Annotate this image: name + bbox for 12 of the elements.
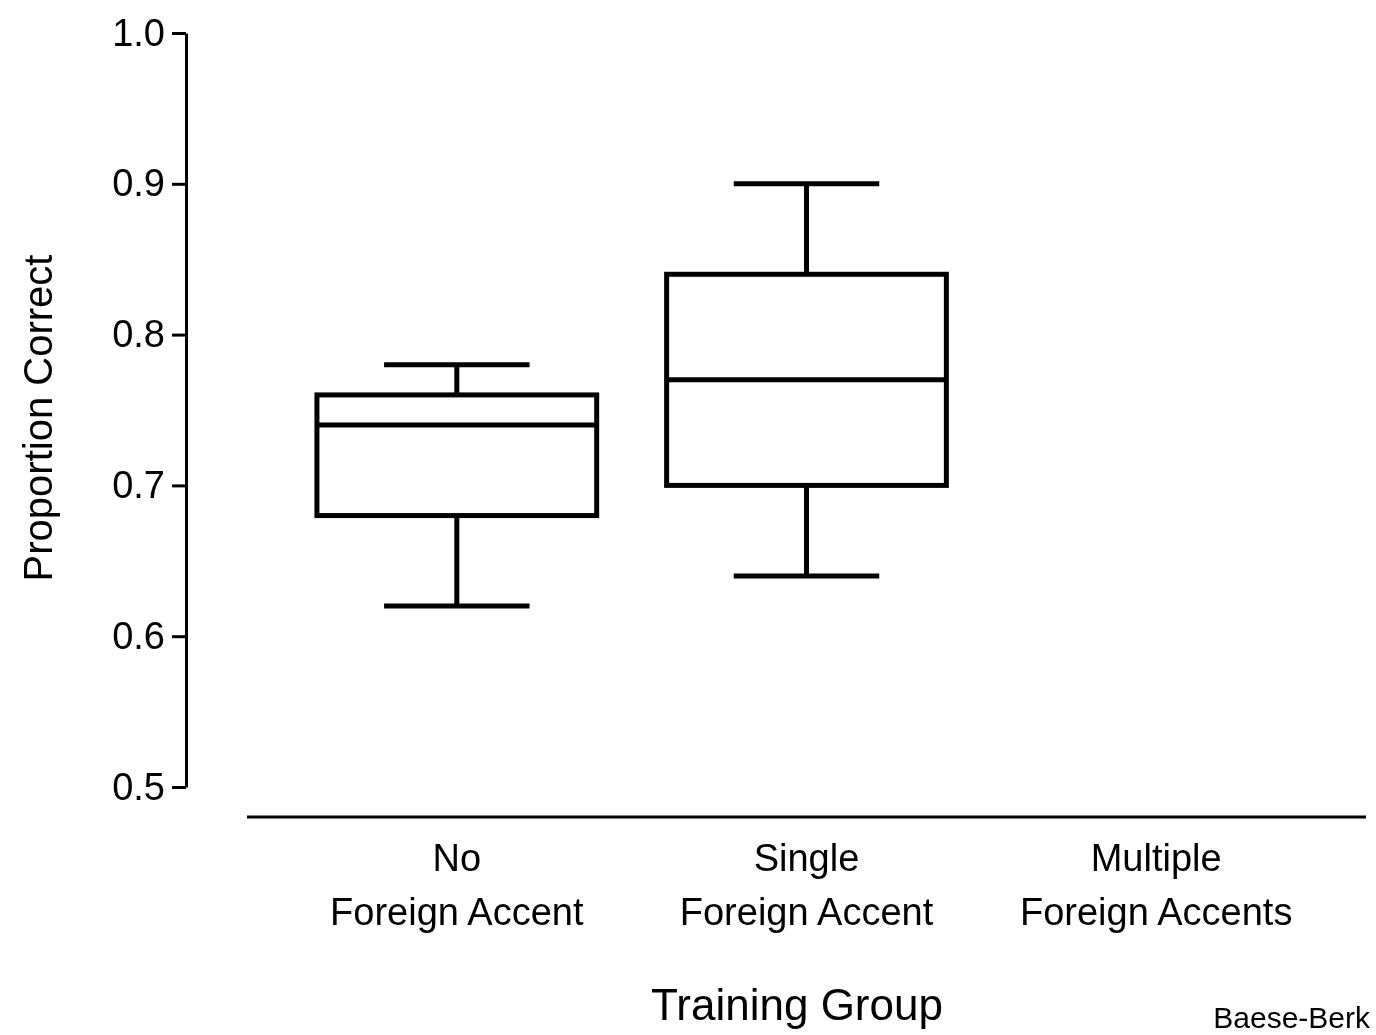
x-tick-label: Multiple Foreign Accents	[1019, 837, 1293, 933]
x-axis-title: Training Group	[651, 980, 943, 1029]
y-axis-title: Proportion Correct	[16, 254, 60, 582]
y-tick-label: 0.7	[112, 464, 165, 507]
text: Baese-Berk	[1213, 1001, 1371, 1034]
y-tick-label: 0.6	[112, 614, 165, 657]
y-tick-label: 0.9	[112, 162, 165, 205]
x-tick-label: Single Foreign Accent	[679, 837, 934, 933]
y-tick-label: 0.8	[112, 313, 165, 356]
y-tick-label: 1.0	[112, 11, 165, 54]
x-tick-label: No Foreign Accent	[330, 837, 584, 933]
y-tick-label: 0.5	[112, 765, 165, 808]
